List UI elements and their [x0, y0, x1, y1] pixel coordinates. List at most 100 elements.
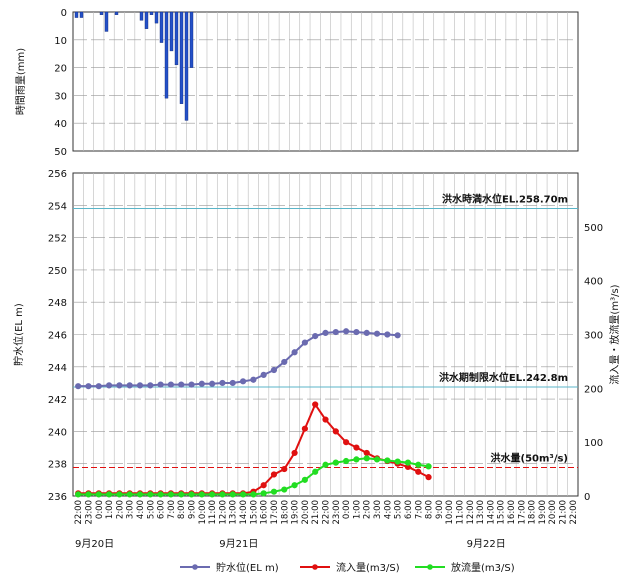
x-tick-label: 17:00: [517, 500, 527, 525]
series-point-2: [229, 491, 236, 498]
x-tick-label: 0:00: [95, 500, 105, 519]
x-tick-label: 23:00: [332, 500, 342, 525]
x-tick-label: 15:00: [497, 500, 507, 525]
x-tick-label: 11:00: [455, 500, 465, 525]
series-point-2: [75, 491, 82, 498]
series-point-0: [250, 376, 257, 383]
series-point-0: [147, 382, 154, 389]
series-point-2: [157, 491, 164, 498]
series-point-0: [353, 328, 360, 336]
legend-label: 貯水位(EL m): [216, 561, 279, 574]
series-point-1: [312, 401, 319, 408]
series-point-2: [404, 459, 412, 466]
series-point-1: [343, 439, 350, 446]
legend-label: 流入量(m3/S): [336, 561, 400, 574]
series-point-0: [95, 383, 102, 390]
series-point-1: [353, 444, 360, 451]
right-y-axis-label: 流入量・放流量(m³/s): [608, 284, 621, 384]
series-point-1: [332, 428, 339, 435]
series-point-0: [178, 381, 185, 388]
rain-bar: [99, 11, 104, 15]
reference-line-label: 洪水時満水位EL.258.70m: [442, 193, 568, 206]
x-tick-label: 21:00: [311, 500, 321, 525]
right-y-tick-label: 400: [584, 277, 603, 288]
series-point-2: [425, 463, 432, 470]
x-tick-label: 13:00: [229, 500, 239, 525]
series-point-2: [260, 490, 267, 497]
series-point-2: [116, 491, 123, 498]
series-point-1: [425, 474, 432, 481]
rain-bar: [154, 11, 159, 24]
series-point-0: [384, 331, 391, 338]
series-point-1: [270, 471, 278, 478]
series-point-2: [394, 458, 401, 465]
x-tick-label: 1:00: [352, 500, 362, 519]
rain-plot-area: [72, 11, 579, 152]
series-point-0: [394, 332, 401, 339]
series-point-2: [312, 468, 319, 475]
rain-bar: [74, 11, 79, 18]
series-point-2: [250, 491, 257, 498]
series-point-2: [136, 491, 144, 498]
series-point-2: [373, 456, 381, 463]
x-tick-label: 14:00: [486, 500, 496, 525]
series-point-1: [363, 449, 370, 457]
series-point-1: [415, 468, 422, 475]
series-point-0: [85, 383, 92, 390]
x-tick-label: 18:00: [528, 500, 538, 525]
x-tick-label: 13:00: [476, 500, 486, 525]
series-point-0: [136, 382, 144, 389]
series-point-2: [95, 491, 102, 498]
series-point-2: [105, 491, 113, 498]
series-point-2: [384, 457, 391, 464]
series-point-2: [270, 488, 278, 495]
x-tick-label: 16:00: [507, 500, 517, 525]
series-point-1: [260, 482, 267, 489]
series-point-0: [75, 383, 82, 390]
series-point-2: [147, 491, 154, 498]
series-point-0: [105, 382, 113, 389]
series-point-1: [291, 449, 298, 457]
reservoir-panel: 236 238 240 242 244 246 248 250 252 254 256 0 100 200…: [12, 169, 621, 550]
rain-y-tick-label: 10: [54, 36, 67, 47]
series-point-2: [343, 457, 350, 465]
x-tick-label: 12:00: [466, 500, 476, 525]
x-tick-label: 14:00: [239, 500, 249, 525]
series-point-0: [157, 381, 164, 388]
series-point-0: [373, 330, 381, 337]
rain-y-tick-label: 30: [54, 91, 67, 102]
rain-y-tick-label: 0: [61, 8, 67, 19]
series-point-2: [126, 491, 133, 498]
x-tick-label: 23:00: [84, 500, 94, 525]
x-tick-label: 6:00: [157, 500, 167, 519]
date-label: 9月21日: [219, 538, 258, 550]
rain-bar: [114, 11, 119, 15]
rain-bar: [169, 11, 174, 52]
x-tick-label: 5:00: [394, 500, 404, 519]
reference-line-label: 洪水期制限水位EL.242.8m: [439, 371, 568, 384]
left-y-tick-label: 242: [48, 395, 67, 406]
left-y-axis-label: 貯水位(EL m): [12, 303, 25, 366]
right-y-tick-label: 500: [584, 223, 603, 234]
series-point-1: [322, 416, 329, 423]
x-tick-label: 4:00: [136, 500, 146, 519]
x-tick-label: 5:00: [146, 500, 156, 519]
rain-bar: [104, 11, 109, 32]
series-point-2: [291, 482, 298, 489]
series-point-0: [332, 328, 339, 336]
series-point-1: [301, 425, 308, 432]
rain-bar: [139, 11, 144, 21]
series-point-2: [198, 491, 205, 498]
series-point-2: [239, 491, 247, 498]
legend-marker: [312, 564, 318, 570]
date-label: 9月20日: [75, 538, 114, 550]
series-point-2: [415, 461, 422, 468]
x-tick-label: 22:00: [74, 500, 84, 525]
rain-y-axis-label: 時間雨量(mm): [15, 48, 27, 115]
date-label: 9月22日: [467, 538, 506, 550]
series-point-0: [167, 381, 175, 388]
left-y-tick-label: 240: [48, 427, 67, 438]
left-y-tick-label: 252: [48, 234, 67, 245]
series-point-2: [188, 491, 195, 498]
